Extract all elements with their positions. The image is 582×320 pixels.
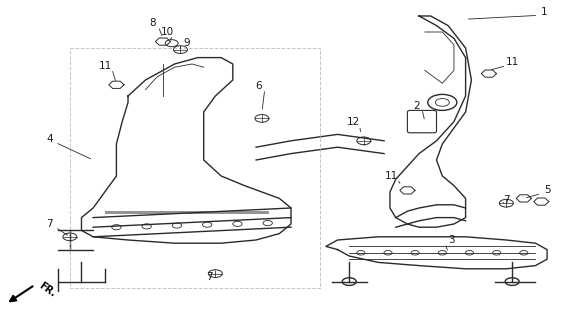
Text: 1: 1: [541, 7, 548, 17]
Text: 7: 7: [206, 272, 213, 282]
Text: 6: 6: [255, 81, 262, 91]
Text: 3: 3: [448, 235, 455, 245]
Text: 2: 2: [413, 100, 420, 111]
Text: 12: 12: [347, 117, 360, 127]
Text: 9: 9: [183, 38, 190, 48]
Text: 4: 4: [46, 134, 53, 144]
FancyBboxPatch shape: [407, 110, 436, 133]
Text: FR.: FR.: [37, 281, 57, 299]
Text: 5: 5: [544, 185, 551, 196]
Text: 8: 8: [149, 18, 156, 28]
Text: 7: 7: [503, 195, 510, 205]
Text: 7: 7: [46, 219, 53, 229]
Text: 11: 11: [506, 57, 519, 68]
Text: 11: 11: [385, 171, 398, 181]
Text: 11: 11: [100, 60, 112, 71]
Text: 10: 10: [161, 27, 174, 37]
